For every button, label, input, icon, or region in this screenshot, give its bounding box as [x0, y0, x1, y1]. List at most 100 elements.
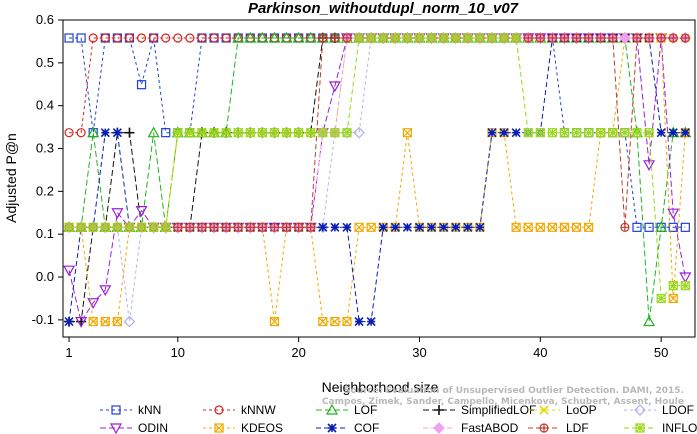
data-point-inflo: [161, 222, 171, 232]
data-point-inflo: [294, 128, 304, 138]
legend-label: LDF: [566, 421, 589, 434]
chart-title: Parkinson_withoutdupl_norm_10_v07: [248, 0, 519, 17]
data-point-cof: [668, 128, 678, 138]
data-point-knnw: [149, 33, 159, 43]
x-tick-label: 1: [65, 345, 72, 360]
data-point-knn: [64, 33, 74, 43]
data-point-kdeos: [511, 222, 521, 232]
series-cof: [64, 33, 690, 327]
data-point-knnw: [76, 128, 86, 138]
data-point-knn: [632, 222, 642, 232]
data-point-knnw: [173, 33, 183, 43]
data-point-cof: [64, 317, 74, 327]
data-point-ldf: [571, 33, 582, 43]
data-point-inflo: [257, 128, 267, 138]
data-point-cof: [378, 222, 388, 232]
series-odin: [63, 33, 692, 328]
data-point-inflo: [463, 33, 473, 43]
data-point-ldof: [123, 315, 136, 328]
data-point-kdeos: [342, 316, 352, 327]
data-point-kdeos: [354, 222, 364, 232]
data-point-knnw: [161, 33, 171, 43]
data-point-kdeos: [584, 222, 594, 232]
data-point-inflo: [209, 128, 219, 138]
legend-label: COF: [354, 421, 379, 434]
data-point-inflo: [499, 33, 509, 43]
data-point-ldf: [318, 33, 328, 43]
legend-label: INFLO: [662, 421, 697, 434]
data-point-inflo: [668, 280, 678, 291]
data-point-inflo: [535, 128, 545, 138]
data-point-ldf: [197, 222, 207, 232]
data-point-cof: [390, 222, 400, 232]
legend-label: LoOP: [566, 403, 597, 417]
data-point-cof: [100, 128, 110, 138]
series-line-ldf: [69, 37, 686, 228]
data-point-ldf: [173, 222, 183, 232]
data-point-knnw: [112, 33, 122, 43]
y-tick-label: 0.3: [36, 141, 54, 156]
series-simplifiedlof: [64, 32, 691, 327]
data-point-knn: [76, 33, 86, 43]
data-point-ldf: [281, 222, 292, 232]
series-line-odin: [68, 37, 686, 323]
data-point-inflo: [306, 128, 316, 138]
data-point-odin: [111, 208, 124, 220]
legend-marker-inflo: [635, 423, 645, 433]
series-kdeos: [64, 33, 690, 327]
series-lof: [63, 31, 692, 327]
data-point-kdeos: [571, 222, 582, 232]
data-point-inflo: [233, 128, 243, 138]
data-point-inflo: [76, 222, 86, 232]
series-line-kdeos: [69, 37, 686, 323]
data-point-inflo: [620, 128, 630, 138]
data-point-inflo: [511, 33, 521, 43]
legend-item-cof: COF: [316, 421, 379, 434]
legend-marker-ldof: [634, 404, 646, 416]
data-point-ldf: [257, 222, 267, 232]
data-point-inflo: [342, 128, 352, 138]
legend-marker-cof: [327, 423, 337, 433]
data-point-inflo: [269, 128, 280, 138]
y-tick-label: 0.6: [36, 12, 54, 27]
legend-marker-loop: [539, 405, 549, 415]
data-point-ldf: [632, 33, 642, 43]
series-line-knnw: [69, 37, 686, 134]
data-point-odin: [75, 316, 88, 328]
y-tick-label: 0.4: [36, 98, 54, 113]
data-point-ldf: [185, 222, 195, 232]
data-point-inflo: [366, 33, 376, 43]
data-point-cof: [680, 128, 690, 138]
data-point-fastabod: [619, 32, 631, 44]
data-point-kdeos: [535, 222, 545, 232]
data-point-inflo: [281, 128, 292, 138]
y-tick-label: 0.5: [36, 55, 54, 70]
data-point-knnw: [197, 33, 207, 43]
x-axis: 1 10 20 30 40 50: [65, 337, 668, 360]
legend-label: FastABOD: [461, 421, 519, 434]
legend-item-knn: kNN: [100, 403, 161, 417]
data-point-inflo: [414, 33, 425, 43]
data-point-ldf: [547, 33, 558, 43]
data-point-kdeos: [668, 293, 678, 304]
data-point-kdeos: [547, 222, 558, 232]
data-point-cof: [112, 128, 122, 138]
data-point-inflo: [632, 128, 642, 138]
data-point-ldf: [342, 33, 352, 43]
data-point-odin: [679, 272, 692, 284]
data-point-kdeos: [318, 316, 328, 327]
data-point-odin: [643, 160, 656, 172]
data-point-lof: [304, 31, 317, 43]
data-point-ldf: [523, 33, 533, 43]
y-tick-label: -0.1: [32, 312, 54, 327]
x-tick-label: 50: [654, 345, 668, 360]
data-point-lof: [147, 126, 160, 138]
data-point-inflo: [245, 128, 255, 138]
data-point-inflo: [330, 128, 340, 138]
data-point-inflo: [584, 128, 594, 138]
data-point-ldf: [294, 222, 304, 232]
data-point-ldof: [316, 221, 329, 234]
data-point-ldf: [233, 222, 243, 232]
data-point-cof: [463, 222, 473, 232]
